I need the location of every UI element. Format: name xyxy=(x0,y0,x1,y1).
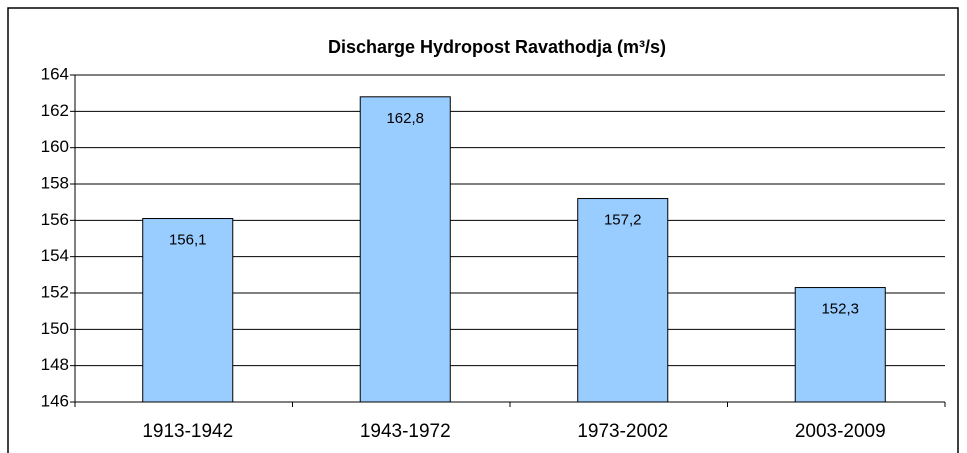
chart-title: Discharge Hydropost Ravathodja (m³/s) xyxy=(328,37,666,57)
y-tick-label: 148 xyxy=(41,355,69,374)
bar xyxy=(577,198,669,403)
x-tick-label: 1973-2002 xyxy=(577,421,668,442)
x-tick-label: 1943-1972 xyxy=(360,421,451,442)
value-label: 156,1 xyxy=(169,231,207,248)
y-tick-label: 164 xyxy=(41,64,69,83)
y-tick-label: 150 xyxy=(41,319,69,338)
y-tick-label: 158 xyxy=(41,173,69,192)
x-tick-label: 2003-2009 xyxy=(795,421,886,442)
y-tick-label: 156 xyxy=(41,210,69,229)
value-label: 157,2 xyxy=(604,212,642,229)
y-tick-label: 154 xyxy=(41,246,69,265)
bar xyxy=(142,218,234,403)
value-label: 162,8 xyxy=(386,110,424,127)
y-tick-label: 146 xyxy=(41,391,69,410)
y-tick-label: 152 xyxy=(41,282,69,301)
bar xyxy=(359,96,451,403)
y-tick-label: 160 xyxy=(41,137,69,156)
x-tick-label: 1913-1942 xyxy=(142,421,233,442)
value-label: 152,3 xyxy=(821,301,859,318)
y-tick-label: 162 xyxy=(41,101,69,120)
bar xyxy=(794,287,886,403)
